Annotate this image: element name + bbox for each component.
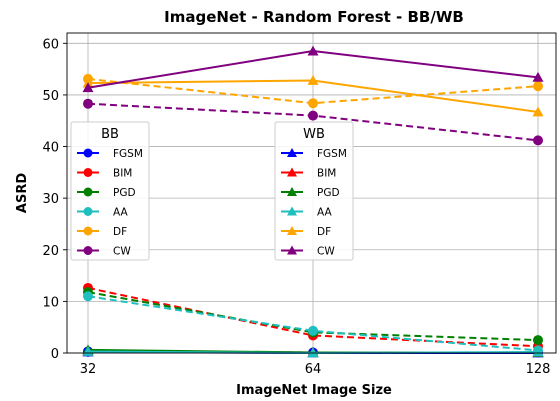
series-group xyxy=(82,45,544,358)
data-point xyxy=(308,325,318,336)
legend-entry-bim: BIM xyxy=(281,167,336,180)
legend-entry-df: DF xyxy=(281,226,331,238)
legend-wb-title: WB xyxy=(303,127,325,142)
data-point xyxy=(532,346,544,357)
legend-entry-aa: AA xyxy=(77,207,128,219)
legend-marker xyxy=(287,245,297,255)
legend-bb: BB FGSM BIM PGD AA DF CW xyxy=(70,121,150,261)
axis-ticks: 32 64 128 0 10 20 30 40 50 60 xyxy=(42,37,550,377)
data-point xyxy=(308,110,318,121)
series-wb-df xyxy=(82,74,544,117)
y-tick-label: 10 xyxy=(42,295,59,310)
legend-label: FGSM xyxy=(317,148,347,160)
y-tick-label: 20 xyxy=(42,244,59,259)
legend-marker xyxy=(83,187,93,197)
series-wb-cw xyxy=(82,45,544,93)
series-bb-cw xyxy=(83,98,543,146)
data-point xyxy=(532,106,544,117)
legend-entry-cw: CW xyxy=(281,245,335,258)
y-tick-label: 40 xyxy=(42,141,59,156)
legend-label: AA xyxy=(317,207,332,219)
data-point xyxy=(308,98,318,109)
legend-entry-fgsm: FGSM xyxy=(281,148,347,160)
data-point xyxy=(307,74,319,85)
legend-label: CW xyxy=(317,246,335,258)
plot-frame xyxy=(66,32,557,354)
legend-marker xyxy=(287,187,297,196)
y-tick-label: 30 xyxy=(42,192,59,207)
x-tick-label: 32 xyxy=(80,362,97,377)
data-point xyxy=(533,135,543,146)
series-line xyxy=(87,291,539,342)
legend-marker xyxy=(287,206,297,216)
data-point xyxy=(533,81,543,92)
data-point xyxy=(533,335,543,346)
legend-entry-pgd: PGD xyxy=(77,187,136,199)
x-tick-label: 128 xyxy=(526,362,551,377)
legend-entry-cw: CW xyxy=(77,246,131,258)
chart-title: ImageNet - Random Forest - BB/WB xyxy=(164,8,464,26)
legend-label: DF xyxy=(317,226,331,238)
data-point xyxy=(532,71,544,82)
legend-bb-title: BB xyxy=(101,127,119,142)
y-tick-label: 60 xyxy=(42,37,59,52)
legend-entry-bim: BIM xyxy=(77,168,132,180)
legend-marker xyxy=(83,207,93,216)
data-point xyxy=(82,82,94,93)
legend-label: AA xyxy=(113,207,128,219)
legend-marker xyxy=(83,226,93,236)
y-tick-label: 0 xyxy=(51,347,59,362)
data-point xyxy=(307,347,319,358)
legend-marker xyxy=(287,226,297,235)
data-point xyxy=(83,98,93,109)
series-wb-aa xyxy=(82,345,544,358)
series-line xyxy=(87,286,539,348)
legend-marker xyxy=(287,148,297,157)
series-line xyxy=(87,295,539,352)
y-axis-label: ASRD xyxy=(15,173,30,213)
legend-wb: WB FGSM BIM PGD AA DF CW xyxy=(274,121,354,261)
x-axis-label: ImageNet Image Size xyxy=(236,383,392,398)
legend-label: BIM xyxy=(317,168,336,180)
legend-label: FGSM xyxy=(113,148,143,160)
legend-marker xyxy=(83,246,93,255)
data-point xyxy=(307,45,319,56)
legend-entry-fgsm: FGSM xyxy=(77,148,143,160)
legend-entry-df: DF xyxy=(77,226,127,238)
legend-bb-entries: FGSM BIM PGD AA DF CW xyxy=(77,148,143,258)
x-tick-label: 64 xyxy=(305,362,322,377)
series-bb-df xyxy=(83,73,543,109)
legend-label: PGD xyxy=(113,187,136,199)
legend-marker xyxy=(83,148,93,158)
legend-marker xyxy=(287,167,297,177)
legend-marker xyxy=(83,168,93,177)
legend-label: DF xyxy=(113,226,127,238)
legend-entry-pgd: PGD xyxy=(281,187,340,199)
y-tick-label: 50 xyxy=(42,89,59,104)
data-point xyxy=(83,291,93,302)
legend-entry-aa: AA xyxy=(281,206,332,219)
legend-wb-entries: FGSM BIM PGD AA DF CW xyxy=(281,148,347,258)
legend-label: CW xyxy=(113,246,131,258)
legend-label: PGD xyxy=(317,187,340,199)
legend-label: BIM xyxy=(113,168,132,180)
